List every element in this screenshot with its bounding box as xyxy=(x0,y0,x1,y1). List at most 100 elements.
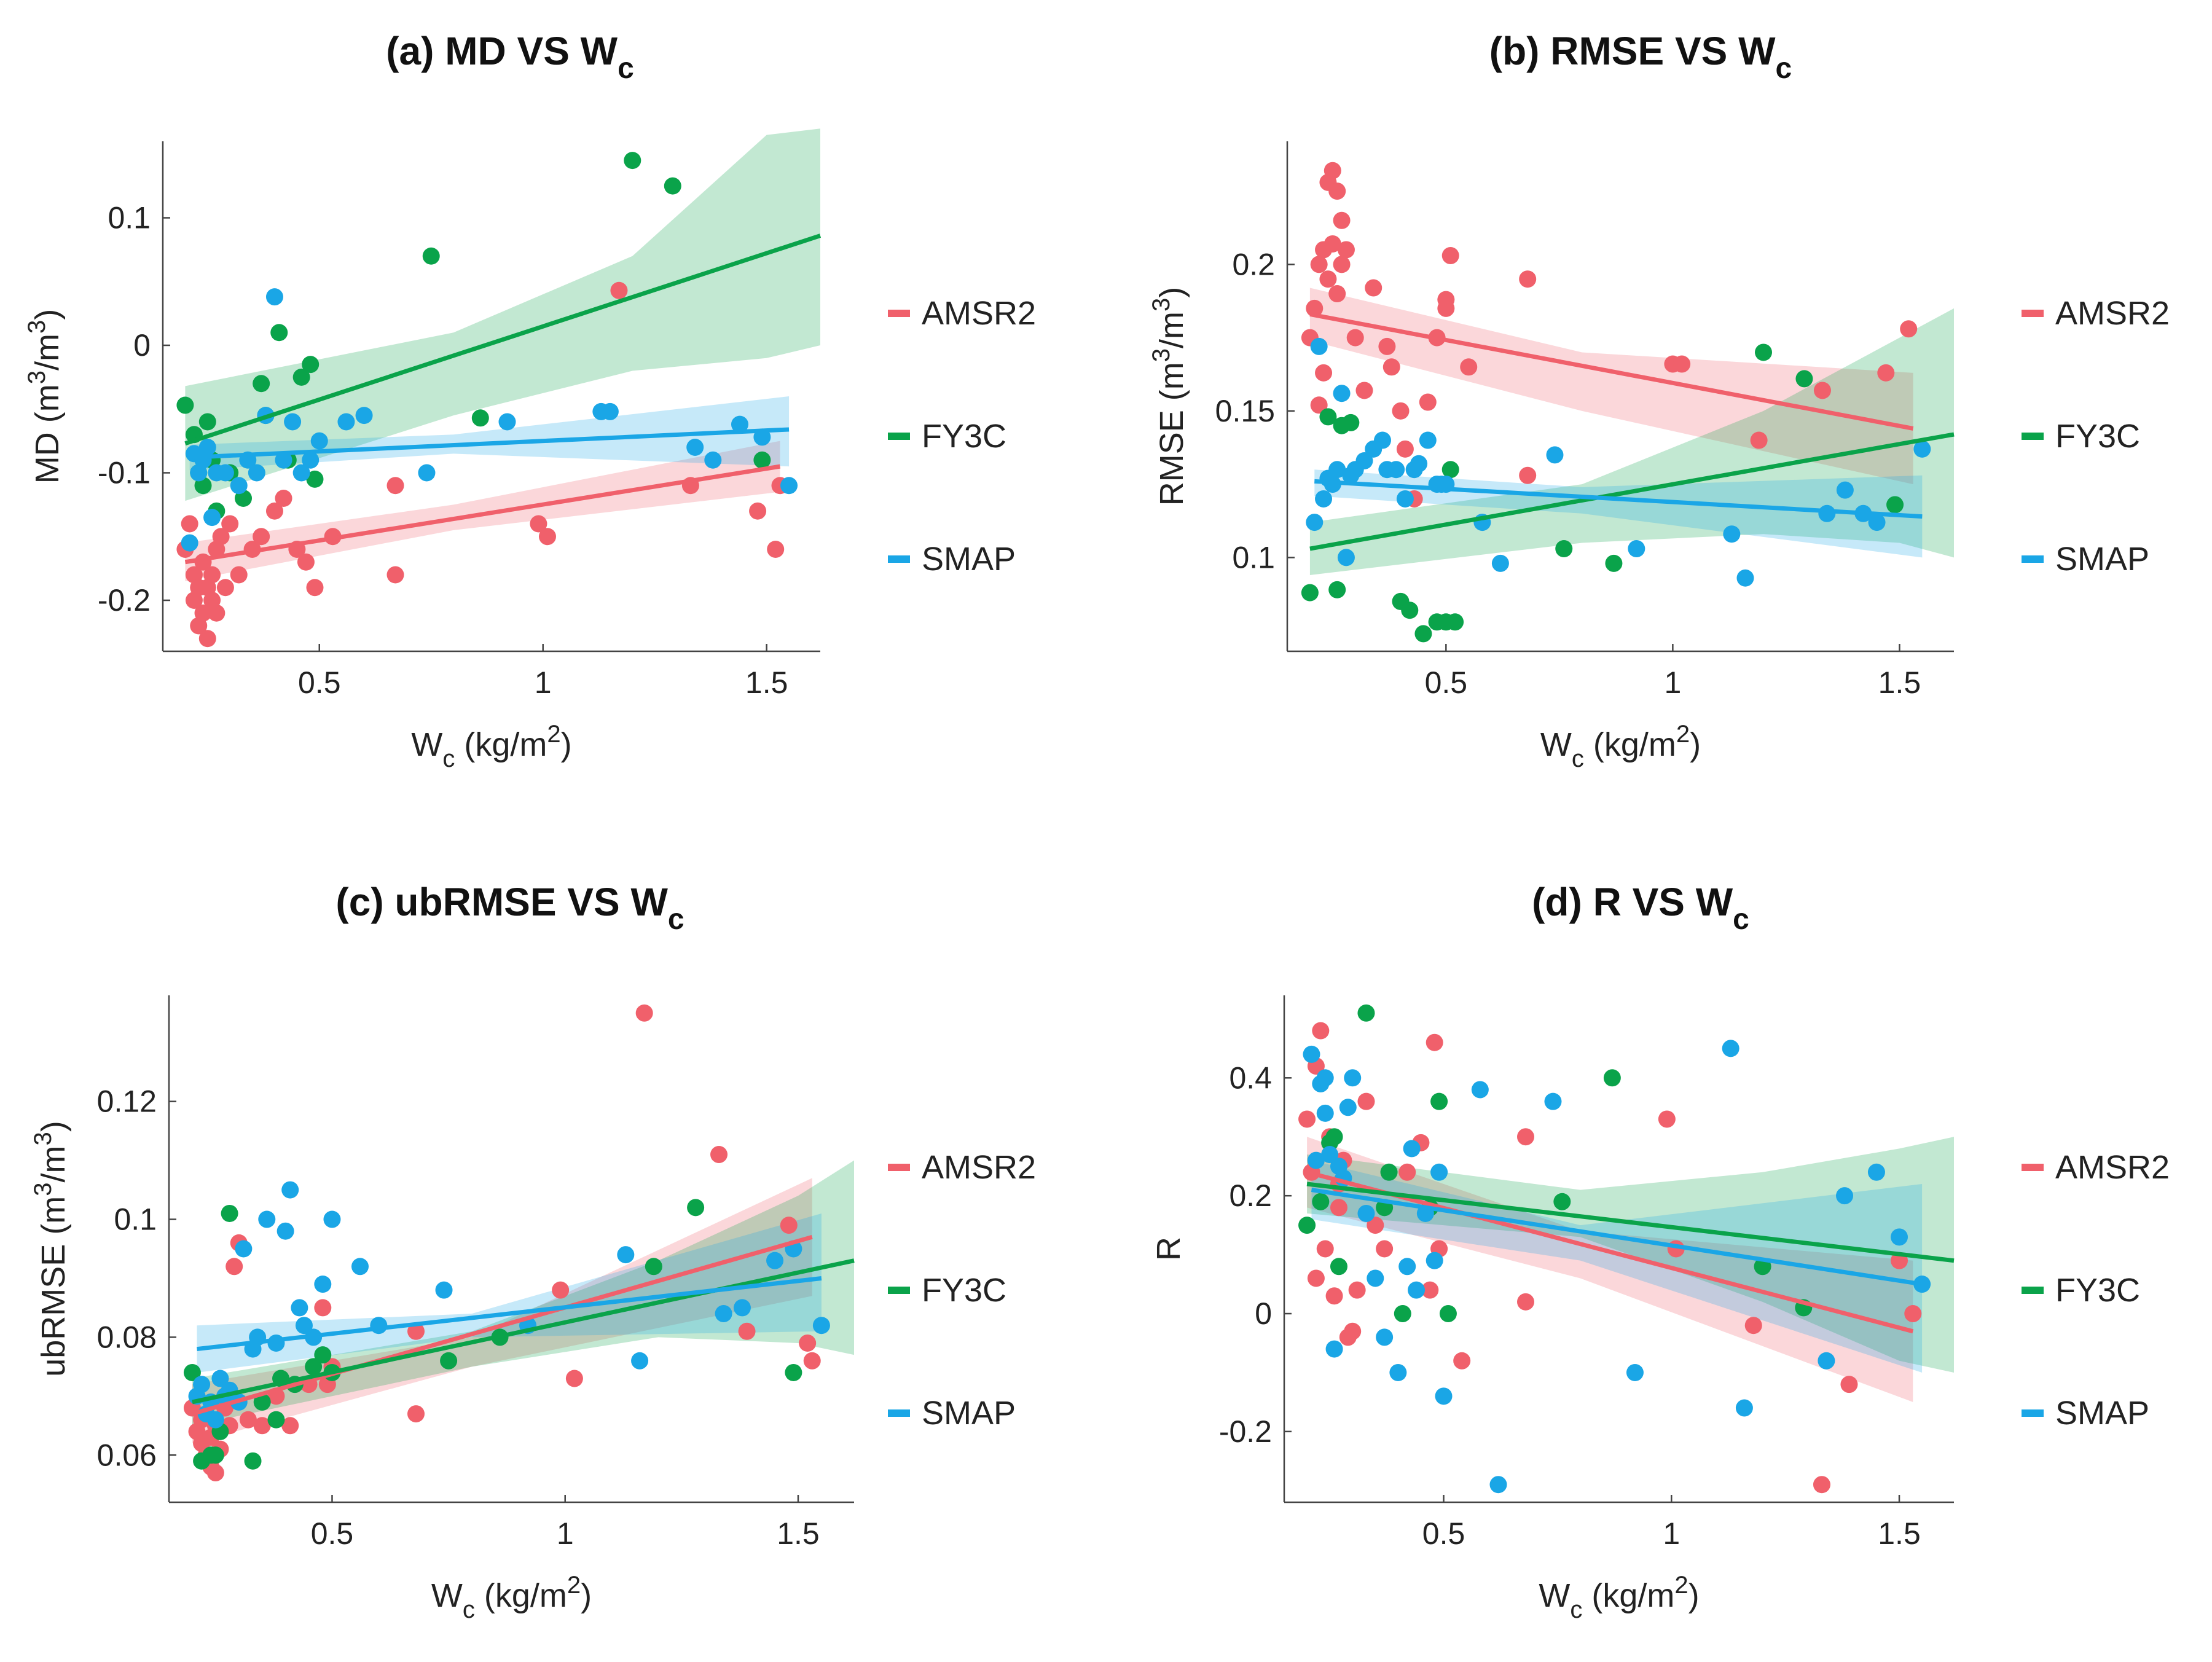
data-point-amsr2 xyxy=(1310,256,1328,273)
x-label-subscript: c xyxy=(463,1596,475,1623)
data-point-amsr2 xyxy=(1355,382,1373,399)
data-point-smap xyxy=(276,1222,294,1240)
data-point-fy3c xyxy=(1605,554,1623,572)
data-point-amsr2 xyxy=(1840,1376,1858,1393)
data-point-fy3c xyxy=(422,247,440,265)
data-point-amsr2 xyxy=(1441,247,1459,265)
data-point-smap xyxy=(1396,490,1414,508)
data-point-smap xyxy=(1321,1146,1339,1164)
data-point-amsr2 xyxy=(1813,382,1831,399)
data-point-amsr2 xyxy=(206,1464,224,1482)
data-point-fy3c xyxy=(664,177,681,195)
y-tick-label: -0.2 xyxy=(98,583,151,617)
data-point-fy3c xyxy=(1357,1004,1375,1022)
data-point-smap xyxy=(1367,1269,1384,1287)
chart-title-main: (a) MD VS W xyxy=(386,29,618,73)
data-point-amsr2 xyxy=(1519,466,1537,484)
fit-line-amsr2 xyxy=(184,464,781,565)
y-label-main: MD (m xyxy=(29,384,66,484)
data-point-amsr2 xyxy=(635,1004,653,1022)
data-point-fy3c xyxy=(1439,1305,1457,1323)
panel-d-r: (d) R VS Wc0.5 1 1.5-0.200.20.4Wc (kg/m2)R… xyxy=(1150,880,2170,1623)
data-point-smap xyxy=(780,477,798,495)
data-point-amsr2 xyxy=(1877,364,1895,382)
legend-label-amsr2: AMSR2 xyxy=(2055,1149,2170,1186)
data-point-smap xyxy=(1836,481,1854,499)
data-point-amsr2 xyxy=(1319,270,1337,288)
data-point-amsr2 xyxy=(780,1217,798,1234)
data-point-fy3c xyxy=(221,1204,238,1222)
data-point-amsr2 xyxy=(216,579,234,597)
x-label-units: (kg/m xyxy=(1584,726,1676,763)
confidence-band-fy3c xyxy=(185,128,821,501)
data-point-smap xyxy=(1471,1081,1489,1099)
data-point-fy3c xyxy=(1380,1163,1398,1181)
data-point-amsr2 xyxy=(1367,1217,1384,1234)
data-point-amsr2 xyxy=(181,515,198,533)
data-point-amsr2 xyxy=(1396,440,1414,458)
legend-label-fy3c: FY3C xyxy=(2055,418,2140,455)
data-point-smap xyxy=(310,432,328,450)
data-point-smap xyxy=(1307,1151,1325,1169)
chart-title: (b) RMSE VS Wc xyxy=(1489,29,1792,85)
data-point-amsr2 xyxy=(1904,1305,1922,1323)
x-axis-label: Wc (kg/m2) xyxy=(1539,1572,1699,1623)
data-point-amsr2 xyxy=(1813,1476,1830,1494)
confidence-band-amsr2 xyxy=(192,1178,812,1444)
data-point-amsr2 xyxy=(803,1352,821,1370)
data-point-amsr2 xyxy=(1344,1322,1362,1340)
data-point-smap xyxy=(812,1317,830,1335)
data-point-smap xyxy=(181,534,198,552)
y-label-main: ubRMSE (m xyxy=(35,1196,72,1377)
y-label-end: ) xyxy=(1153,287,1190,298)
data-point-amsr2 xyxy=(1328,182,1346,200)
data-point-fy3c xyxy=(253,1393,271,1411)
data-point-smap xyxy=(1736,569,1754,587)
data-point-amsr2 xyxy=(1312,1022,1330,1040)
y-label-superscript: 3 xyxy=(1148,348,1175,362)
y-tick-label: 0 xyxy=(133,328,151,363)
x-tick-label: 1 xyxy=(557,1516,574,1551)
data-point-amsr2 xyxy=(407,1405,425,1423)
legend-label-smap: SMAP xyxy=(2055,1395,2149,1432)
x-tick-label: 0.5 xyxy=(311,1516,354,1551)
data-point-fy3c xyxy=(753,451,771,469)
data-point-smap xyxy=(1339,1099,1357,1116)
fit-line-smap xyxy=(1311,1188,1923,1287)
data-point-smap xyxy=(211,1370,229,1387)
data-point-fy3c xyxy=(198,413,216,431)
y-label-superscript: 3 xyxy=(23,320,50,334)
data-point-fy3c xyxy=(1401,602,1419,619)
data-point-smap xyxy=(731,415,748,433)
x-label-subscript: c xyxy=(442,745,455,772)
data-point-smap xyxy=(1315,490,1333,508)
y-label-mid: /m xyxy=(1153,312,1190,348)
fit-line-fy3c xyxy=(1306,1182,1955,1263)
data-point-amsr2 xyxy=(530,515,547,533)
data-point-smap xyxy=(351,1258,369,1276)
data-point-amsr2 xyxy=(1744,1317,1762,1335)
data-point-amsr2 xyxy=(1357,1092,1375,1110)
data-point-smap xyxy=(1546,446,1564,464)
data-point-amsr2 xyxy=(386,566,404,584)
data-point-amsr2 xyxy=(1460,358,1478,376)
y-tick-label: 0.2 xyxy=(1229,1178,1272,1213)
data-point-amsr2 xyxy=(749,502,767,520)
data-point-smap xyxy=(1410,455,1428,472)
x-label-end: ) xyxy=(1688,1577,1700,1614)
data-point-smap xyxy=(1489,1476,1507,1494)
data-point-fy3c xyxy=(1319,408,1337,426)
y-label-end: ) xyxy=(29,309,66,320)
data-point-amsr2 xyxy=(1516,1128,1534,1146)
data-point-fy3c xyxy=(1312,1193,1330,1210)
chart-title-main: (b) RMSE VS W xyxy=(1489,29,1776,73)
data-point-smap xyxy=(193,1376,211,1393)
x-tick-label: 1.5 xyxy=(1878,665,1921,700)
data-point-fy3c xyxy=(1330,1258,1347,1276)
data-point-amsr2 xyxy=(253,528,270,546)
data-point-fy3c xyxy=(1394,1305,1411,1323)
data-point-fy3c xyxy=(785,1363,802,1381)
legend-label-fy3c: FY3C xyxy=(922,1272,1006,1309)
data-point-amsr2 xyxy=(1348,1281,1366,1299)
data-point-amsr2 xyxy=(1306,299,1324,317)
